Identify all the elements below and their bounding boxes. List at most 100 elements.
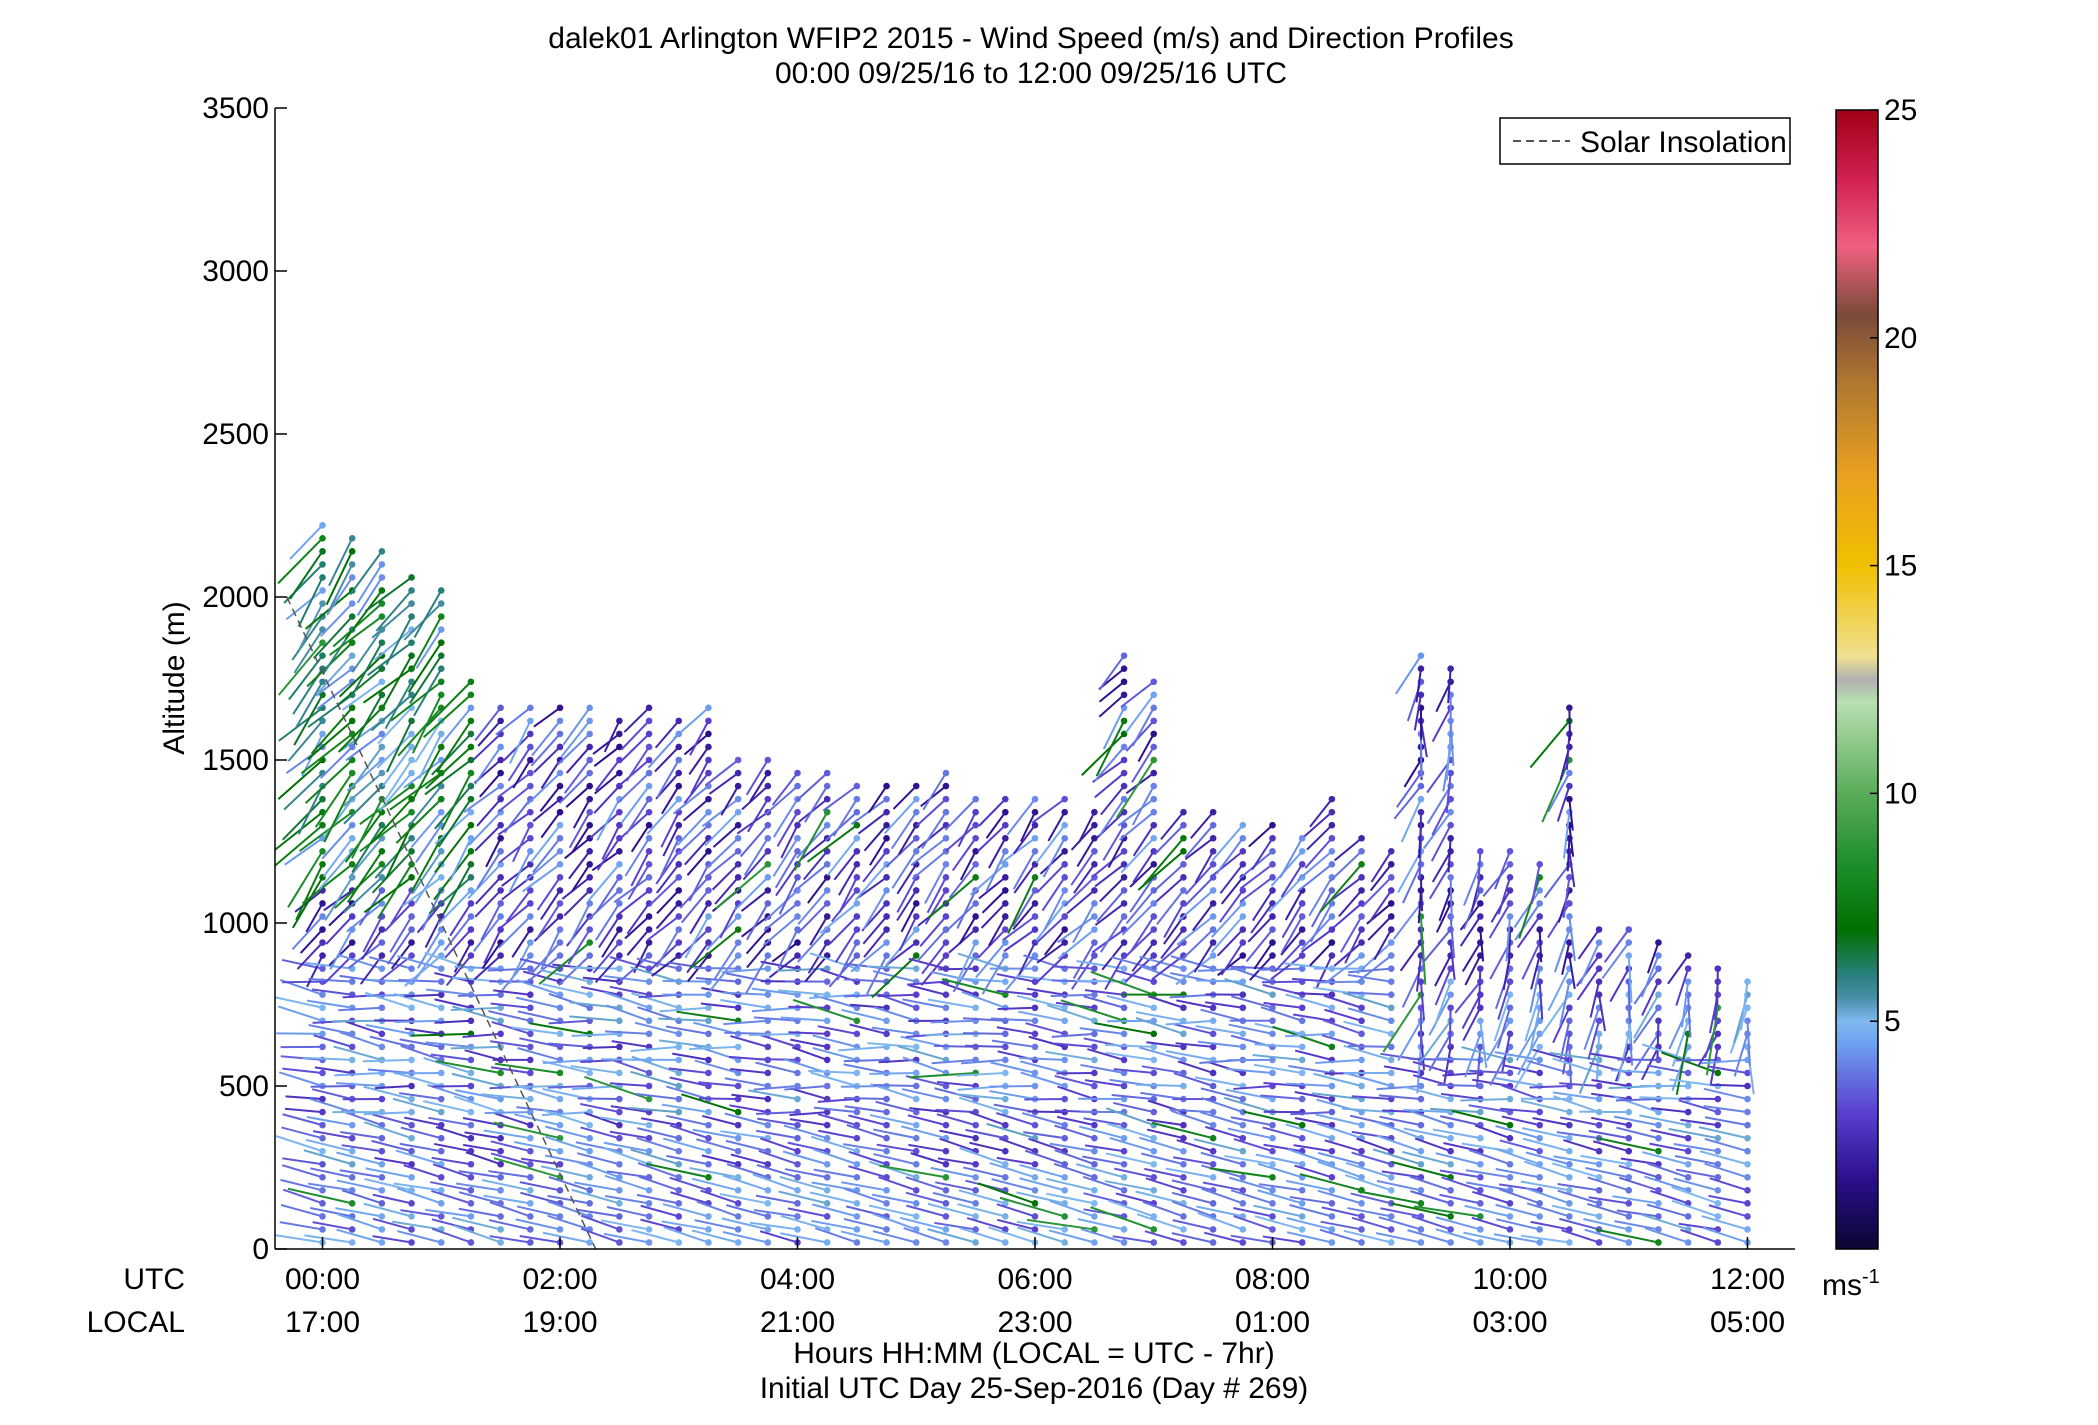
- wind-barb: [1559, 1217, 1600, 1231]
- wind-barb: [1609, 968, 1630, 1003]
- wind-barb-point: [942, 1160, 950, 1168]
- wind-barb-point: [1120, 1121, 1128, 1129]
- wind-barb-point: [408, 1160, 415, 1168]
- wind-barb-point: [408, 1004, 415, 1012]
- wind-barb: [1248, 824, 1274, 848]
- wind-barb-point: [705, 939, 712, 946]
- wind-barb-point: [616, 847, 623, 855]
- wind-barb: [724, 1077, 768, 1087]
- wind-barb: [319, 746, 353, 779]
- wind-barb: [1274, 941, 1303, 973]
- wind-barb: [1286, 1231, 1333, 1244]
- wind-barb: [593, 746, 620, 767]
- wind-barb-point: [1091, 913, 1098, 920]
- wind-barb: [988, 1226, 1036, 1244]
- wind-barb-point: [378, 587, 386, 594]
- wind-barb-point: [1120, 756, 1128, 764]
- wind-barb: [1141, 1152, 1184, 1166]
- wind-barb-point: [853, 991, 861, 999]
- wind-barb: [762, 915, 799, 946]
- wind-barb-point: [1447, 769, 1454, 777]
- wind-barb: [281, 798, 324, 841]
- wind-barb-point: [527, 1160, 534, 1168]
- wind-barb: [813, 1106, 857, 1114]
- wind-barb-point: [467, 1239, 475, 1246]
- wind-barb-point: [675, 1056, 683, 1064]
- wind-barb: [956, 1071, 1006, 1077]
- wind-barb: [514, 1141, 561, 1153]
- wind-barb-point: [1714, 1187, 1722, 1194]
- wind-barb: [1170, 1109, 1214, 1127]
- wind-barb-point: [1209, 1108, 1217, 1116]
- wind-barb-point: [556, 704, 564, 712]
- wind-barb: [980, 902, 1007, 929]
- wind-barb: [1132, 850, 1155, 884]
- wind-barb-point: [319, 795, 326, 803]
- wind-barb-point: [527, 808, 534, 816]
- wind-barb-point: [764, 1187, 772, 1194]
- wind-barb: [1117, 798, 1155, 827]
- wind-barb-point: [942, 1187, 950, 1194]
- wind-barb-point: [853, 913, 861, 920]
- wind-barb-point: [1120, 1160, 1128, 1168]
- wind-barb: [873, 1128, 917, 1140]
- wind-barb: [483, 1194, 531, 1205]
- wind-barb-point: [942, 1004, 950, 1012]
- x-tick-label-local: 19:00: [522, 1306, 597, 1339]
- wind-barb: [978, 876, 1006, 900]
- y-tick-label: 1500: [202, 744, 269, 777]
- wind-barb-point: [616, 874, 623, 881]
- wind-barb: [1094, 1022, 1154, 1035]
- wind-barb: [344, 589, 383, 640]
- wind-barb: [1165, 1167, 1214, 1179]
- wind-barb-point: [586, 847, 593, 855]
- wind-barb: [1144, 1167, 1184, 1179]
- wind-barb: [1344, 929, 1363, 964]
- wind-barb: [431, 1227, 472, 1244]
- x-tick-label-local: 05:00: [1710, 1306, 1785, 1339]
- wind-barb-point: [1269, 1056, 1276, 1064]
- wind-barb: [356, 576, 383, 616]
- wind-barb: [934, 1087, 976, 1101]
- wind-barb: [472, 733, 502, 761]
- wind-barb: [959, 850, 977, 881]
- wind-barb-point: [645, 978, 653, 985]
- wind-barb-point: [972, 1173, 979, 1181]
- wind-barb: [791, 1046, 828, 1061]
- wind-barb: [648, 876, 680, 907]
- wind-barb-point: [408, 847, 415, 855]
- wind-barb: [939, 1137, 976, 1153]
- wind-barb-point: [1714, 1121, 1722, 1129]
- wind-barb: [1242, 1110, 1303, 1127]
- wind-barb: [1310, 902, 1333, 943]
- wind-barb-point: [527, 1056, 534, 1064]
- wind-barb: [393, 1071, 442, 1087]
- wind-barb-point: [319, 1200, 326, 1207]
- wind-barb-point: [1655, 1056, 1662, 1064]
- wind-barb: [582, 976, 620, 983]
- wind-barb-point: [1298, 1160, 1306, 1168]
- wind-barb-point: [1536, 1134, 1543, 1142]
- wind-barb: [812, 1148, 858, 1166]
- wind-barb: [363, 1202, 412, 1218]
- wind-barb-point: [1239, 821, 1247, 829]
- wind-barb-point: [675, 743, 683, 751]
- wind-barb: [618, 759, 650, 787]
- wind-barb-point: [1566, 1069, 1573, 1077]
- wind-barb-point: [764, 1200, 772, 1207]
- wind-barb: [1716, 968, 1719, 1006]
- wind-barb-point: [556, 861, 564, 868]
- wind-barb-point: [1714, 1160, 1722, 1168]
- wind-barb: [930, 1166, 976, 1179]
- wind-barb: [556, 733, 591, 766]
- wind-barb-point: [467, 704, 475, 712]
- wind-barb-point: [1595, 1160, 1603, 1168]
- wind-barb: [962, 1017, 1006, 1022]
- wind-barb-point: [912, 834, 920, 842]
- wind-barb-point: [912, 795, 920, 803]
- wind-barb: [1057, 915, 1095, 944]
- wind-barb: [1402, 863, 1422, 904]
- wind-barb-point: [408, 743, 415, 751]
- wind-barb-point: [586, 887, 593, 894]
- wind-barb: [1078, 811, 1096, 843]
